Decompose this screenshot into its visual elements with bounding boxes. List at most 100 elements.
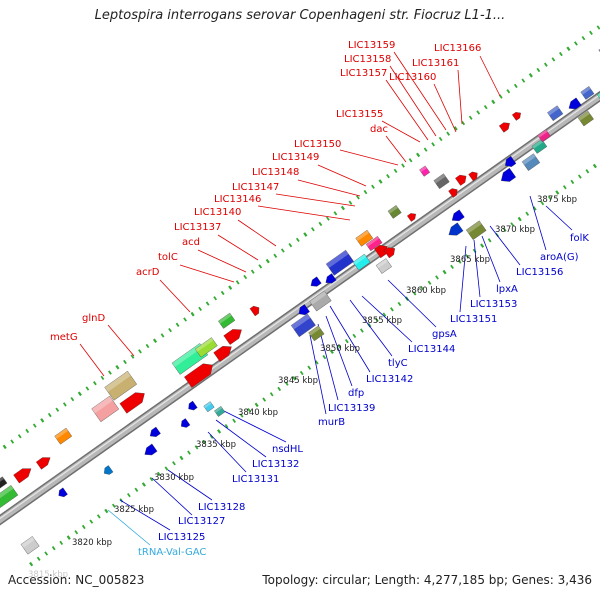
gene-label-LIC13166[interactable]: LIC13166 [434, 43, 481, 54]
gene-feature-top-19-body [383, 247, 395, 259]
tick-mark [446, 131, 451, 136]
gene-label-LIC13153[interactable]: LIC13153 [470, 299, 517, 310]
tick-mark [280, 248, 285, 253]
gene-feature-top-19 [383, 247, 395, 259]
gene-label-tRNA-Val-GAC[interactable]: tRNA-Val-GAC [138, 547, 206, 558]
tick-mark [344, 339, 349, 344]
tick-mark [149, 477, 154, 482]
gene-feature-top-11-body [213, 346, 232, 362]
gene-label-acd[interactable]: acd [182, 237, 200, 248]
leader-line-bottom-1 [119, 499, 171, 531]
gene-label-LIC13140[interactable]: LIC13140 [194, 207, 241, 218]
gene-feature-bottom-27 [580, 86, 595, 100]
tick-mark [89, 519, 94, 524]
tick-mark [138, 349, 142, 354]
gene-label-LIC13139[interactable]: LIC13139 [328, 403, 375, 414]
tick-mark [258, 264, 263, 269]
kbp-label: 3850 kbp [320, 344, 360, 354]
leader-line-bottom-14 [459, 245, 467, 313]
gene-label-LIC13148[interactable]: LIC13148 [252, 167, 299, 178]
leader-line-top-7 [257, 205, 351, 221]
feature-layer[interactable] [0, 45, 600, 555]
tick-mark [468, 115, 473, 120]
gene-label-LIC13157[interactable]: LIC13157 [340, 68, 387, 79]
gene-feature-top-25 [468, 171, 478, 182]
gene-label-nsdHL[interactable]: nsdHL [272, 444, 303, 455]
gene-label-LIC13151[interactable]: LIC13151 [450, 314, 497, 325]
tick-mark [74, 530, 79, 535]
gene-label-LIC13144[interactable]: LIC13144 [408, 344, 455, 355]
gene-feature-bottom-4-body [149, 426, 161, 437]
tick-mark [247, 408, 252, 413]
gene-label-tolC[interactable]: tolC [158, 252, 178, 263]
gene-feature-top-24-body [455, 174, 467, 186]
gene-label-LIC13137[interactable]: LIC13137 [174, 222, 221, 233]
gene-label-LIC13160[interactable]: LIC13160 [389, 72, 436, 83]
gene-feature-bottom-0-body [20, 536, 40, 555]
tick-mark [401, 163, 405, 168]
gene-label-LIC13131[interactable]: LIC13131 [232, 474, 279, 485]
tick-mark [239, 413, 244, 418]
gene-label-aroA-G[interactable]: aroA(G) [540, 252, 579, 263]
gene-label-LIC13155[interactable]: LIC13155 [336, 109, 383, 120]
gene-feature-top-9-body [184, 363, 213, 388]
tick-mark [502, 227, 507, 232]
gene-label-LIC13146[interactable]: LIC13146 [214, 194, 261, 205]
gene-label-LIC13161[interactable]: LIC13161 [412, 58, 459, 69]
gene-label-LIC13156[interactable]: LIC13156 [516, 267, 563, 278]
tick-mark [506, 89, 511, 94]
gene-feature-bottom-13-body [310, 276, 322, 287]
tick-mark [254, 402, 259, 408]
gene-feature-top-0 [0, 485, 19, 509]
gene-label-LIC13150[interactable]: LIC13150 [294, 139, 341, 150]
kbp-label: 3860 kbp [406, 286, 446, 296]
tick-mark [543, 62, 548, 67]
gene-label-LIC13147[interactable]: LIC13147 [232, 182, 279, 193]
gene-label-LIC13127[interactable]: LIC13127 [178, 516, 225, 527]
leader-line-bottom-6 [221, 409, 287, 443]
leader-line-top-16 [393, 51, 447, 131]
gene-label-LIC13125[interactable]: LIC13125 [158, 532, 205, 543]
tick-mark [126, 492, 131, 498]
gene-label-LIC13159[interactable]: LIC13159 [348, 40, 395, 51]
tick-mark [375, 317, 379, 323]
leader-line-top-15 [389, 65, 437, 137]
gene-feature-bottom-1 [58, 487, 68, 498]
gene-label-folK[interactable]: folK [570, 233, 589, 244]
tick-mark [265, 258, 270, 264]
gene-feature-bottom-14 [325, 273, 337, 284]
gene-feature-bottom-11 [298, 304, 310, 316]
tick-mark [326, 216, 330, 221]
gene-feature-bottom-18 [451, 209, 465, 222]
gene-feature-top-20-shine [387, 205, 398, 214]
gene-label-metG[interactable]: metG [50, 332, 78, 343]
tick-mark [198, 306, 203, 312]
gene-label-LIC13132[interactable]: LIC13132 [252, 459, 299, 470]
gene-label-murB[interactable]: murB [318, 417, 345, 428]
tick-mark [390, 307, 394, 312]
tick-mark [337, 344, 342, 349]
gene-label-LIC13128[interactable]: LIC13128 [198, 502, 245, 513]
tick-mark [412, 291, 417, 296]
leader-line-top-3 [179, 264, 235, 283]
tick-mark [303, 232, 308, 237]
gene-label-lpxA[interactable]: lpxA [496, 284, 518, 295]
gene-label-gpsA[interactable]: gpsA [432, 329, 457, 340]
leader-line-top-10 [317, 164, 367, 187]
tick-mark [25, 428, 30, 434]
gene-label-tlyC[interactable]: tlyC [388, 358, 408, 369]
gene-feature-top-5-shine [91, 396, 113, 414]
tick-mark [32, 423, 37, 428]
gene-label-dac[interactable]: dac [370, 124, 388, 135]
gene-feature-bottom-21 [505, 155, 517, 167]
gene-feature-top-10-body [194, 337, 218, 358]
leader-line-top-8 [275, 193, 356, 207]
gene-label-LIC13158[interactable]: LIC13158 [344, 54, 391, 65]
gene-feature-bottom-11-body [298, 304, 310, 316]
gene-label-glnD[interactable]: glnD [82, 313, 105, 324]
gene-label-acrD[interactable]: acrD [136, 267, 160, 278]
gene-label-LIC13142[interactable]: LIC13142 [366, 374, 413, 385]
gene-label-dfp[interactable]: dfp [348, 388, 364, 399]
gene-label-LIC13149[interactable]: LIC13149 [272, 152, 319, 163]
